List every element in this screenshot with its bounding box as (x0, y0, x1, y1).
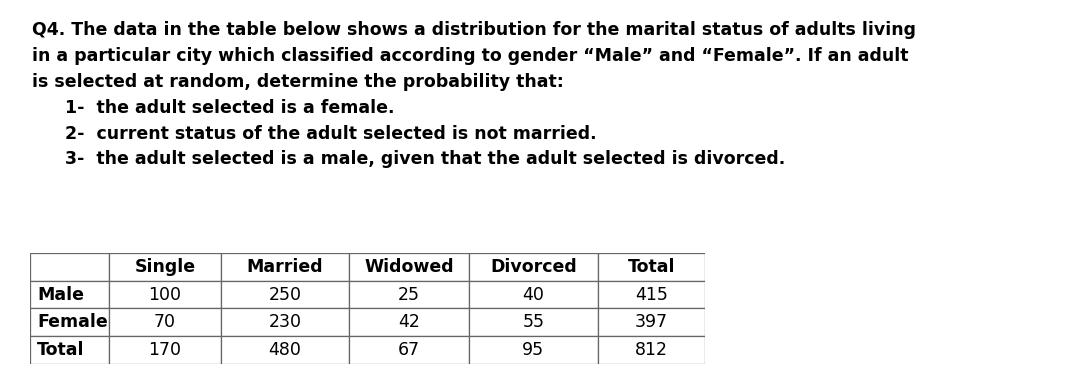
Text: 230: 230 (269, 313, 301, 331)
Text: in a particular city which classified according to gender “Male” and “Female”. I: in a particular city which classified ac… (32, 47, 909, 65)
Bar (469, 281, 597, 308)
Bar (220, 253, 349, 281)
Text: Single: Single (134, 258, 195, 276)
Bar (469, 308, 597, 336)
Text: 250: 250 (269, 286, 301, 304)
Bar (597, 308, 705, 336)
Text: Q4. The data in the table below shows a distribution for the marital status of a: Q4. The data in the table below shows a … (32, 21, 917, 39)
Bar (349, 253, 469, 281)
Bar (349, 281, 469, 308)
Text: 3-  the adult selected is a male, given that the adult selected is divorced.: 3- the adult selected is a male, given t… (65, 150, 785, 168)
Text: Total: Total (37, 341, 84, 359)
Bar (220, 308, 349, 336)
Text: 415: 415 (635, 286, 667, 304)
Bar (30, 281, 109, 308)
Bar (109, 281, 220, 308)
Text: Married: Married (246, 258, 323, 276)
Text: Widowed: Widowed (364, 258, 454, 276)
Bar (30, 308, 109, 336)
Text: Divorced: Divorced (490, 258, 577, 276)
Bar (220, 281, 349, 308)
Bar (30, 253, 109, 281)
Text: 1-  the adult selected is a female.: 1- the adult selected is a female. (65, 99, 394, 117)
Bar (469, 253, 597, 281)
Text: 40: 40 (523, 286, 544, 304)
Text: 25: 25 (399, 286, 420, 304)
Bar (597, 281, 705, 308)
Text: 67: 67 (399, 341, 420, 359)
Text: 100: 100 (148, 286, 181, 304)
Text: 55: 55 (523, 313, 544, 331)
Text: 70: 70 (153, 313, 176, 331)
Text: 480: 480 (269, 341, 301, 359)
Bar (597, 253, 705, 281)
Text: Male: Male (37, 286, 84, 304)
Bar (349, 308, 469, 336)
Bar (30, 336, 109, 364)
Bar (220, 336, 349, 364)
Bar (597, 336, 705, 364)
Text: 95: 95 (523, 341, 544, 359)
Text: 42: 42 (399, 313, 420, 331)
Bar (349, 336, 469, 364)
Bar (109, 308, 220, 336)
Text: Total: Total (627, 258, 675, 276)
Bar (469, 336, 597, 364)
Text: Female: Female (37, 313, 108, 331)
Text: 2-  current status of the adult selected is not married.: 2- current status of the adult selected … (65, 125, 596, 143)
Text: 397: 397 (635, 313, 667, 331)
Text: is selected at random, determine the probability that:: is selected at random, determine the pro… (32, 73, 564, 91)
Text: 170: 170 (148, 341, 181, 359)
Bar (109, 253, 220, 281)
Text: 812: 812 (635, 341, 667, 359)
Bar (109, 336, 220, 364)
